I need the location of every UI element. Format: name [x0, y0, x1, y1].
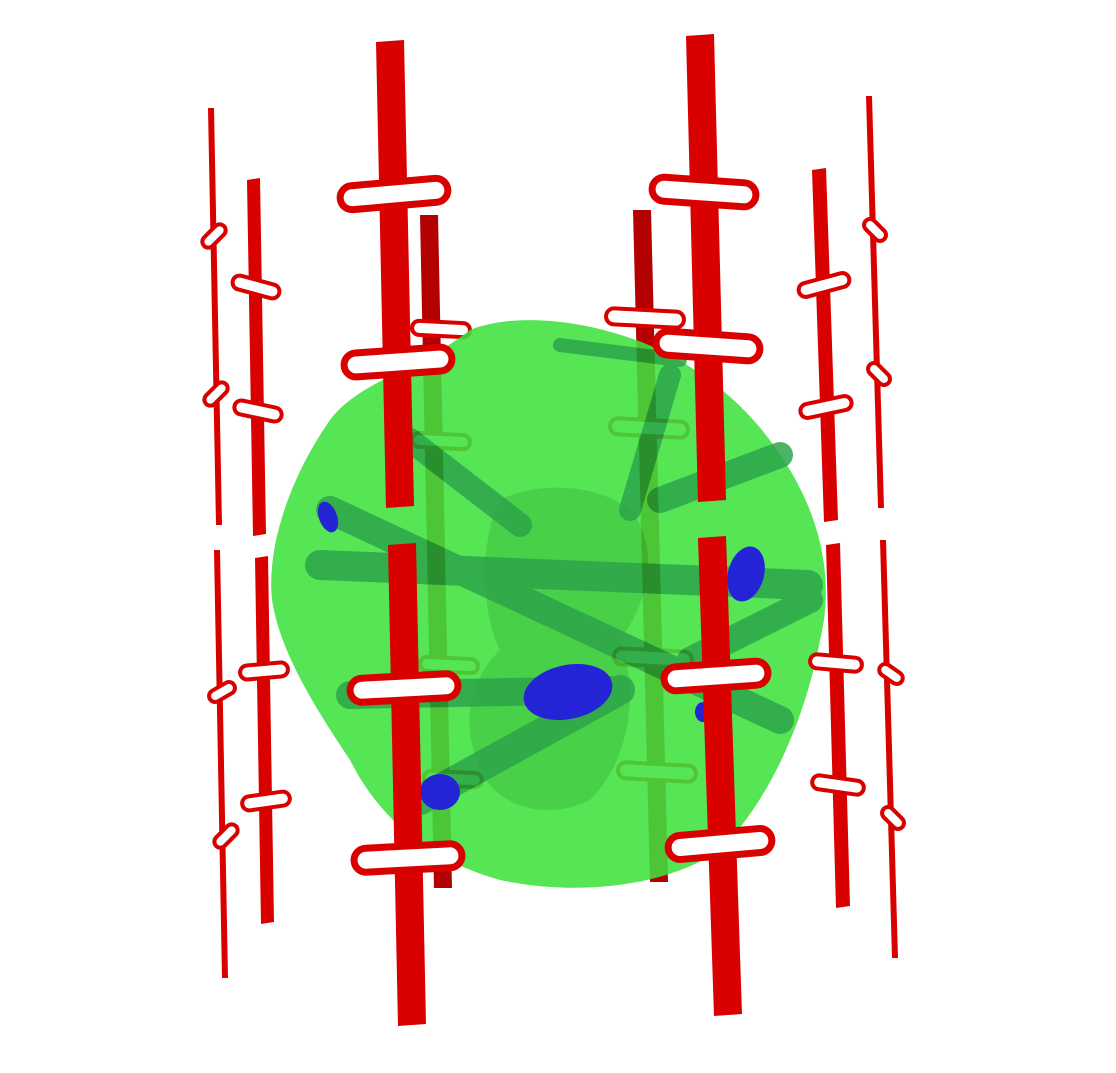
site-4: [317, 501, 339, 533]
front-rods: [200, 34, 906, 1026]
site-1: [523, 663, 613, 721]
site-3: [420, 774, 460, 810]
rod-mid-left: [230, 178, 292, 924]
rod-mid-right: [796, 168, 866, 908]
rod-outer-right: [862, 96, 906, 958]
density-volume: [271, 320, 826, 888]
rod-front-right: [648, 34, 776, 1016]
blue-sites: [317, 501, 765, 810]
rod-outer-left: [200, 108, 240, 978]
site-2: [727, 546, 765, 602]
rod-front-left: [336, 40, 466, 1026]
